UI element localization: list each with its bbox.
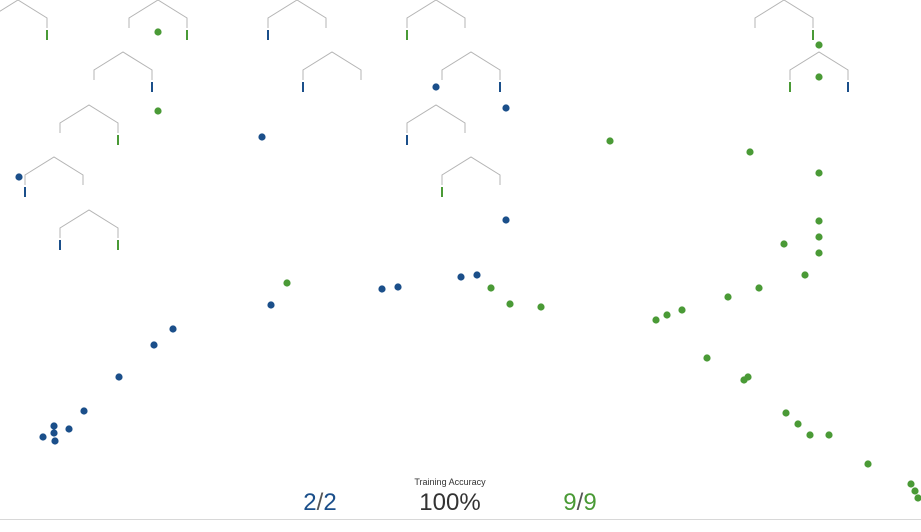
training-accuracy-percent: 100%	[419, 489, 481, 516]
green-data-point-38	[801, 271, 809, 279]
green-data-point-41	[815, 73, 823, 81]
green-data-point-28	[678, 306, 686, 314]
green-data-point-47	[864, 460, 872, 468]
tree-split-node-8	[789, 51, 849, 80]
green-data-point-22	[487, 284, 495, 292]
tree-split-node-4	[754, 0, 814, 28]
blue-data-point-2	[50, 429, 58, 437]
blue-data-point-17	[502, 104, 510, 112]
green-data-point-20	[154, 107, 162, 115]
green-data-point-49	[911, 487, 919, 495]
decision-tree-diagram	[0, 0, 921, 502]
green-data-point-48	[907, 480, 915, 488]
left-count-total: 2	[323, 489, 337, 516]
green-data-point-44	[815, 233, 823, 241]
tree-split-node-12	[441, 156, 501, 185]
right-count-separator: /	[576, 489, 584, 516]
blue-data-point-0	[39, 433, 47, 441]
green-data-point-43	[815, 217, 823, 225]
blue-data-point-6	[115, 373, 123, 381]
green-data-point-39	[806, 431, 814, 439]
blue-data-point-14	[15, 173, 23, 181]
blue-data-point-1	[50, 422, 58, 430]
right-class-count: 9/9	[560, 489, 600, 517]
left-class-count: 2/2	[300, 489, 340, 517]
green-data-point-35	[780, 240, 788, 248]
green-data-point-42	[815, 169, 823, 177]
tree-split-node-7	[441, 51, 501, 80]
baseline	[0, 519, 921, 520]
tree-split-node-13	[59, 209, 119, 238]
blue-data-point-11	[394, 283, 402, 291]
green-data-point-25	[606, 137, 614, 145]
green-data-point-26	[652, 316, 660, 324]
blue-data-point-18	[502, 216, 510, 224]
right-count-correct: 9	[563, 489, 577, 516]
blue-data-point-3	[51, 437, 59, 445]
blue-data-point-16	[432, 83, 440, 91]
tree-split-node-11	[24, 156, 84, 185]
tree-split-node-0	[0, 0, 48, 28]
blue-data-point-15	[258, 133, 266, 141]
green-data-point-24	[537, 303, 545, 311]
blue-data-point-8	[169, 325, 177, 333]
green-data-point-30	[724, 293, 732, 301]
green-data-point-21	[283, 279, 291, 287]
green-data-point-37	[794, 420, 802, 428]
green-data-point-34	[755, 284, 763, 292]
blue-data-point-5	[80, 407, 88, 415]
blue-data-point-9	[267, 301, 275, 309]
tree-split-node-9	[59, 104, 119, 133]
green-data-point-29	[703, 354, 711, 362]
tree-split-node-10	[406, 104, 466, 133]
blue-data-point-4	[65, 425, 73, 433]
tree-split-node-6	[302, 51, 362, 80]
green-data-point-36	[782, 409, 790, 417]
blue-data-point-10	[378, 285, 386, 293]
green-data-point-33	[746, 148, 754, 156]
left-count-separator: /	[316, 489, 324, 516]
green-data-point-32	[744, 373, 752, 381]
blue-data-point-12	[457, 273, 465, 281]
green-data-point-50	[914, 494, 921, 502]
green-data-point-40	[815, 41, 823, 49]
green-data-point-19	[154, 28, 162, 36]
right-count-total: 9	[583, 489, 597, 516]
blue-data-point-7	[150, 341, 158, 349]
green-data-point-46	[825, 431, 833, 439]
left-count-correct: 2	[303, 489, 317, 516]
tree-split-node-3	[406, 0, 466, 28]
tree-split-node-5	[93, 51, 153, 80]
tree-split-node-1	[128, 0, 188, 28]
green-data-point-23	[506, 300, 514, 308]
blue-data-point-13	[473, 271, 481, 279]
tree-split-node-2	[267, 0, 327, 28]
green-data-point-27	[663, 311, 671, 319]
green-data-point-45	[815, 249, 823, 257]
training-accuracy-title: Training Accuracy	[414, 477, 486, 487]
